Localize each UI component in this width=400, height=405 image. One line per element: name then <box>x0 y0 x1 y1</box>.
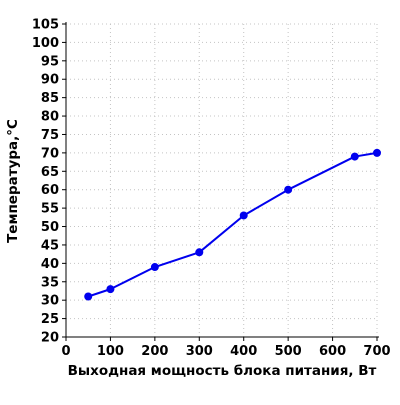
series-line <box>87 151 378 298</box>
x-tick-label: 200 <box>141 344 168 359</box>
y-tick-label: 90 <box>41 73 59 88</box>
y-tick-label: 40 <box>41 257 59 272</box>
data-point <box>195 248 204 257</box>
y-tick-label: 95 <box>41 54 59 69</box>
x-tick-label: 100 <box>97 344 124 359</box>
y-tick-label: 50 <box>41 220 59 235</box>
data-point <box>84 292 93 301</box>
y-tick-label: 55 <box>41 202 59 217</box>
y-tick-label: 20 <box>41 331 59 346</box>
x-tick-label: 300 <box>186 344 213 359</box>
data-point <box>150 263 159 272</box>
data-point <box>284 185 293 194</box>
x-tick-label: 500 <box>275 344 302 359</box>
x-tick-label: 0 <box>61 344 70 359</box>
data-point <box>106 285 115 294</box>
y-tick-label: 60 <box>41 183 59 198</box>
y-tick-label: 100 <box>32 36 59 51</box>
y-tick-label: 25 <box>41 312 59 327</box>
y-tick-label: 65 <box>41 165 59 180</box>
y-tick-label: 75 <box>41 128 59 143</box>
y-tick-label: 35 <box>41 275 59 290</box>
y-tick-label: 85 <box>41 91 59 106</box>
data-point <box>350 152 359 161</box>
x-axis-title: Выходная мощность блока питания, Вт <box>68 363 377 379</box>
x-tick-label: 600 <box>319 344 346 359</box>
x-tick-label: 700 <box>363 344 390 359</box>
grid <box>66 23 378 337</box>
y-tick-label: 105 <box>32 18 59 33</box>
data-point <box>373 148 381 157</box>
y-tick-label: 80 <box>41 110 59 125</box>
axes <box>65 22 379 338</box>
y-tick-label: 45 <box>41 238 59 253</box>
y-tick-label: 70 <box>41 146 59 161</box>
y-axis-title: Температура,°С <box>5 119 21 243</box>
ticks: 20 25 30 35 40 45 50 55 60 65 70 75 80 85 90 95 100 105 0 1… <box>32 18 391 360</box>
x-tick-label: 400 <box>230 344 257 359</box>
data-point <box>239 211 248 220</box>
series <box>84 148 381 301</box>
y-tick-label: 30 <box>41 294 59 309</box>
